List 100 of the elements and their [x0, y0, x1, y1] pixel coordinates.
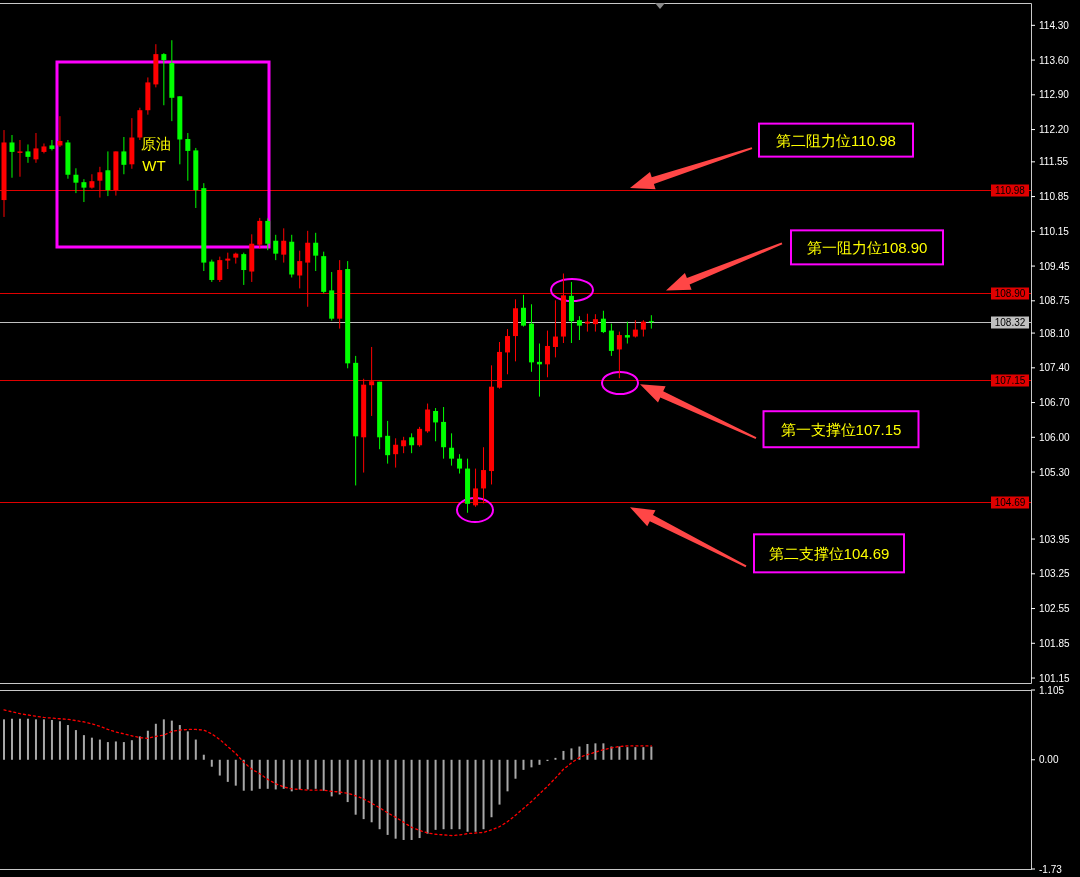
y-tick-label: -1.73	[1039, 863, 1063, 875]
bar	[98, 739, 101, 760]
bar	[354, 759, 357, 815]
bar	[402, 759, 405, 840]
bar	[162, 719, 165, 760]
bar	[314, 759, 317, 789]
y-tick-label: 110.85	[1039, 191, 1070, 203]
y-tick-label: 106.00	[1039, 431, 1071, 443]
bar	[266, 759, 269, 789]
candlestick	[608, 323, 614, 357]
bar	[362, 759, 365, 820]
bar	[570, 748, 573, 760]
candlestick	[369, 346, 375, 417]
bar	[538, 759, 541, 765]
ref-line-label: 108.32	[994, 317, 1026, 328]
candlestick	[425, 403, 431, 434]
bar	[138, 736, 141, 760]
bar	[130, 740, 133, 760]
bar	[602, 743, 605, 760]
candlestick	[217, 256, 223, 283]
bar	[634, 747, 637, 760]
bar	[330, 759, 333, 797]
y-tick-label: 108.10	[1039, 327, 1071, 339]
candlestick	[241, 252, 247, 286]
candlestick	[505, 328, 511, 375]
candlestick	[81, 178, 87, 203]
bar	[82, 735, 85, 760]
bar	[234, 759, 237, 786]
bar	[346, 759, 349, 803]
candlestick	[17, 139, 23, 178]
candlestick	[616, 331, 622, 379]
bar	[514, 759, 517, 779]
bar	[66, 725, 69, 760]
bar	[394, 759, 397, 839]
annotation: WT	[142, 156, 166, 174]
bar	[298, 759, 301, 790]
y-tick-label: 112.20	[1039, 124, 1070, 136]
y-tick-label: 107.40	[1039, 362, 1071, 374]
candlestick	[97, 166, 103, 199]
candlestick	[576, 315, 582, 341]
y-tick-label: 101.85	[1039, 637, 1071, 649]
bar	[74, 730, 77, 760]
bar	[290, 759, 293, 792]
bar	[50, 719, 53, 760]
candlestick	[520, 294, 526, 328]
candlestick	[273, 234, 279, 261]
candlestick	[73, 167, 79, 194]
y-tick-label: 109.45	[1039, 260, 1071, 272]
candlestick	[409, 432, 415, 454]
bar	[250, 759, 253, 791]
bar	[202, 754, 205, 760]
bar	[586, 743, 589, 760]
y-tick-label: 108.75	[1039, 295, 1071, 307]
bar	[146, 730, 149, 760]
bar	[10, 718, 13, 760]
bar	[434, 759, 437, 830]
bar	[522, 759, 525, 770]
bar	[26, 718, 29, 760]
candlestick	[552, 299, 558, 358]
bar	[650, 746, 653, 760]
candlestick	[281, 227, 287, 264]
bar	[194, 739, 197, 760]
candlestick	[393, 437, 399, 469]
ref-line-label: 110.98	[995, 185, 1026, 196]
y-tick-label: 0.00	[1039, 754, 1059, 766]
candlestick	[209, 259, 215, 283]
bar	[18, 718, 21, 760]
bar	[226, 759, 229, 782]
y-tick-label: 114.30	[1039, 19, 1070, 31]
candlestick	[89, 173, 95, 190]
ref-line-label: 108.90	[994, 288, 1026, 299]
bar	[490, 759, 493, 818]
bar	[218, 759, 221, 776]
y-tick-label: 110.15	[1039, 225, 1070, 237]
candlestick	[313, 232, 319, 272]
bar	[418, 759, 421, 839]
bar	[338, 759, 341, 795]
y-tick-label: 103.95	[1039, 533, 1071, 545]
candlestick	[305, 230, 311, 308]
candlestick	[297, 250, 303, 289]
bar	[242, 759, 245, 791]
candlestick	[433, 407, 439, 442]
bar	[274, 759, 277, 790]
bar	[3, 719, 5, 760]
bar	[370, 759, 373, 823]
ref-line-label: 104.69	[994, 497, 1026, 508]
bar	[474, 759, 477, 832]
y-tick-label: 111.55	[1039, 156, 1069, 168]
annotation: 第一阻力位108.90	[806, 238, 928, 256]
candlestick	[417, 426, 423, 448]
candlestick	[544, 330, 550, 378]
bar	[154, 723, 157, 760]
y-tick-label: 1.105	[1039, 684, 1065, 696]
bar	[530, 759, 533, 768]
bar	[282, 759, 285, 789]
bar	[618, 746, 621, 760]
candlestick	[25, 143, 31, 164]
annotation: 第一支撑位107.15	[780, 420, 902, 438]
candlestick	[49, 139, 55, 151]
bar	[114, 741, 117, 760]
